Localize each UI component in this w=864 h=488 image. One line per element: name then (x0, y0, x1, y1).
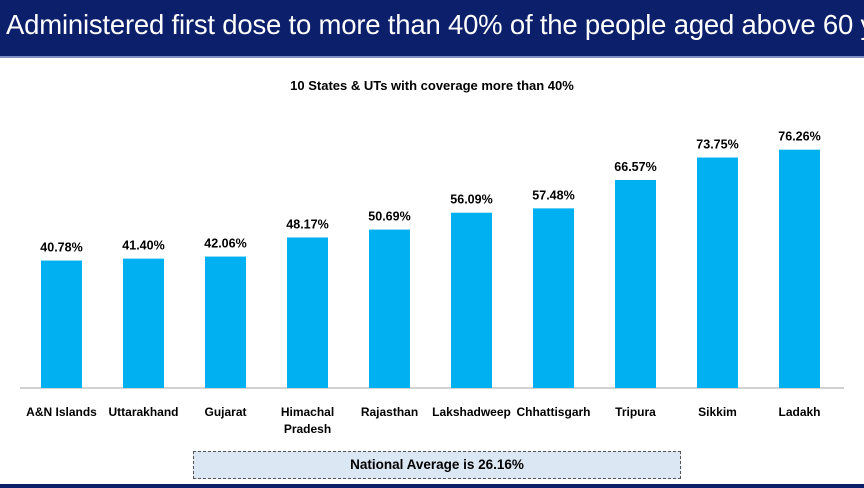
bar (205, 256, 246, 388)
data-label: 42.06% (204, 237, 246, 251)
category-label: Ladakh (778, 405, 820, 419)
category-label: A&N Islands (26, 405, 97, 419)
category-label: Rajasthan (361, 405, 418, 419)
data-label: 41.40% (122, 239, 164, 253)
category-label: Pradesh (284, 422, 331, 436)
national-average-box: National Average is 26.16% (193, 451, 681, 479)
slide-title: Administered first dose to more than 40%… (6, 9, 864, 40)
bar (369, 229, 410, 388)
data-label: 56.09% (450, 193, 492, 207)
data-label: 73.75% (696, 138, 738, 152)
bar (697, 157, 738, 388)
category-label: Chhattisgarh (516, 405, 590, 419)
bar (123, 258, 164, 388)
category-label: Uttarakhand (108, 405, 178, 419)
category-label: Gujarat (204, 405, 246, 419)
chart-title: 10 States & UTs with coverage more than … (290, 78, 574, 93)
bar (41, 260, 82, 388)
data-label: 66.57% (614, 160, 656, 174)
bar (615, 179, 656, 388)
data-label: 40.78% (40, 241, 82, 255)
bottom-strip (0, 484, 864, 488)
bar (287, 237, 328, 388)
bar (451, 212, 492, 388)
bar (533, 208, 574, 388)
category-label: Himachal (281, 405, 334, 419)
data-label: 50.69% (368, 210, 410, 224)
data-label: 76.26% (778, 130, 820, 144)
bar (779, 149, 820, 388)
bar-chart: 40.78% A&N Islands 41.40% Uttarakhand 42.06%… (20, 130, 844, 436)
category-label: Lakshadweep (432, 405, 511, 419)
data-label: 48.17% (286, 217, 328, 231)
category-label: Sikkim (698, 405, 737, 419)
category-label: Tripura (615, 405, 656, 419)
data-label: 57.48% (532, 188, 574, 202)
title-bar: Administered first dose to more than 40%… (0, 0, 864, 58)
